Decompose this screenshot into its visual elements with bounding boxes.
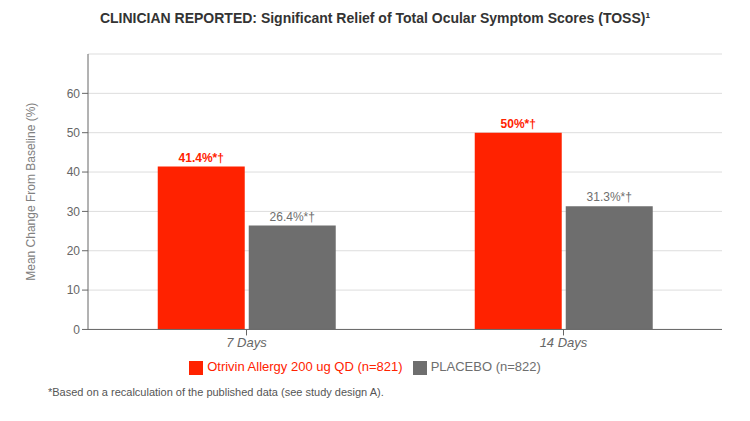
- html-text:PLACEBO (n=822): PLACEBO (n=822): [430, 359, 541, 375]
- html-text:Otrivin Allergy 200 ug QD (n=8: Otrivin Allergy 200 ug QD (n=821): [207, 359, 403, 375]
- svg-text:14 Days: 14 Days: [540, 335, 588, 350]
- html-text:CLINICIAN REPORTED: Significan: CLINICIAN REPORTED: Significant Relief o…: [99, 10, 651, 26]
- svg-text:40: 40: [67, 165, 81, 179]
- svg-text:41.4%*†: 41.4%*†: [179, 151, 224, 165]
- svg-text:7 Days: 7 Days: [226, 335, 267, 350]
- svg-text:26.4%*†: 26.4%*†: [270, 210, 315, 224]
- svg-text:31.3%*†: 31.3%*†: [587, 190, 632, 204]
- svg-text:50: 50: [67, 126, 81, 140]
- html-text:*Based on a recalculation of t: *Based on a recalculation of the publish…: [48, 386, 384, 398]
- svg-text:60: 60: [67, 87, 81, 101]
- svg-text:50%*†: 50%*†: [501, 117, 536, 131]
- svg-text:Mean Change From Baseline (%): Mean Change From Baseline (%): [24, 103, 38, 281]
- svg-text:0: 0: [73, 323, 80, 337]
- svg-text:20: 20: [67, 244, 81, 258]
- svg-text:30: 30: [67, 205, 81, 219]
- svg-text:10: 10: [67, 283, 81, 297]
